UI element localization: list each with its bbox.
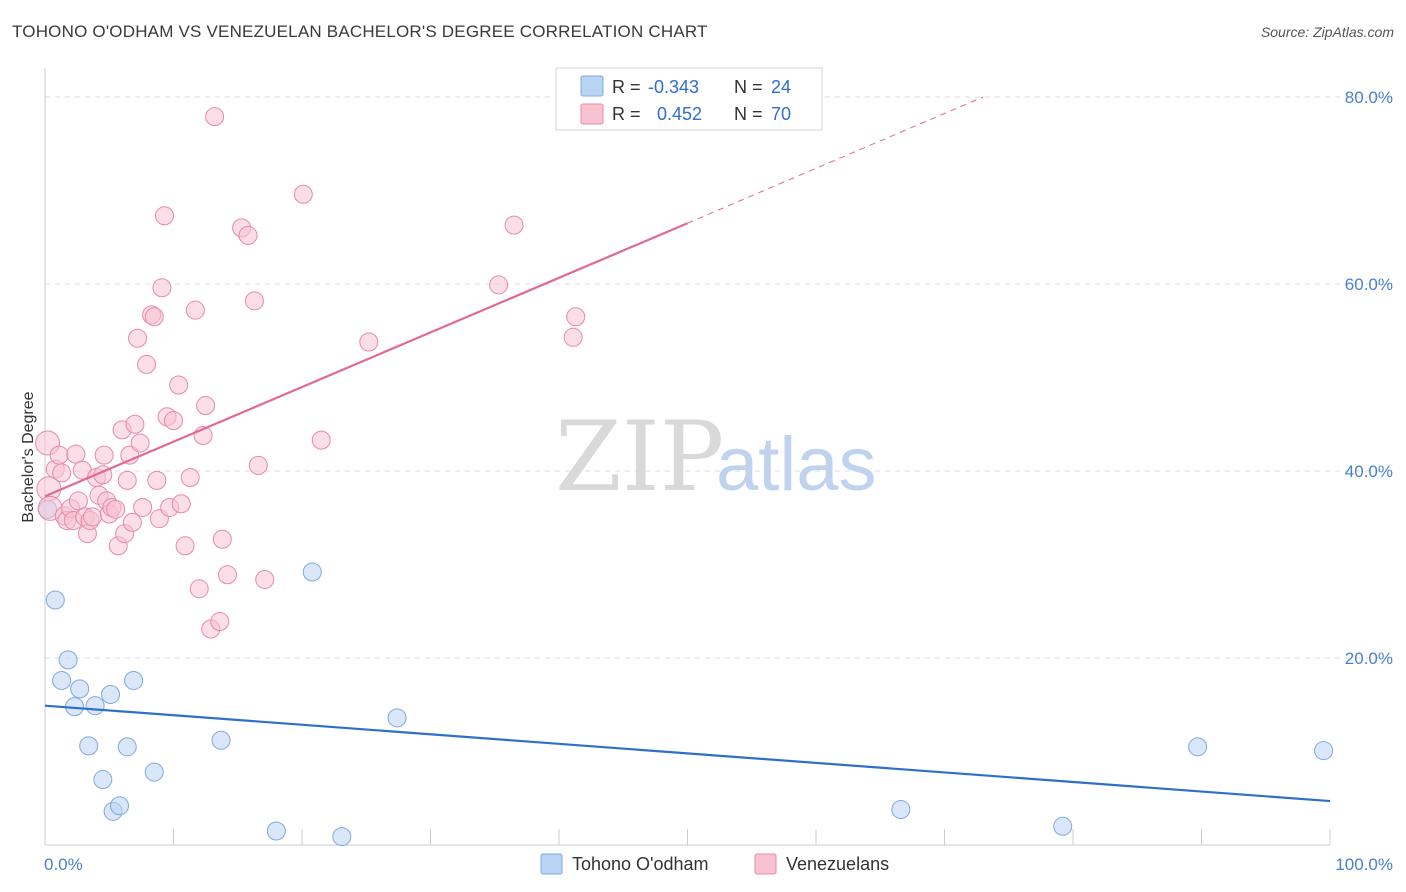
stats-pink-r-label: R =: [612, 104, 641, 124]
blue-data-point: [387, 708, 407, 728]
pink-data-point: [244, 291, 264, 311]
pink-data-point: [293, 184, 313, 204]
stats-pink-n-value: 70: [771, 104, 791, 124]
x-tick-min: 0.0%: [44, 855, 83, 874]
y-tick-label: 80.0%: [1345, 88, 1393, 107]
blue-data-point: [1188, 737, 1208, 757]
pink-data-point: [137, 354, 157, 374]
x-tick-max: 100.0%: [1335, 855, 1393, 874]
blue-data-point: [302, 562, 322, 582]
pink-data-point: [164, 411, 183, 431]
y-tick-labels: 20.0% 40.0% 60.0% 80.0%: [1345, 88, 1393, 668]
blue-trend-line: [44, 704, 1331, 803]
legend-blue-swatch: [540, 853, 563, 875]
blue-data-point: [332, 827, 352, 847]
watermark-zip: ZIP: [555, 401, 724, 513]
pink-trend-extension: [687, 96, 984, 224]
pink-trend-line: [44, 222, 688, 498]
blue-data-point: [891, 799, 911, 819]
pink-data-point: [94, 445, 114, 465]
pink-data-point: [489, 275, 509, 295]
trend-lines: [44, 96, 1331, 803]
stats-blue-r-value: -0.343: [648, 77, 699, 97]
legend-pink-swatch: [754, 853, 777, 875]
stats-pink-r-value: 0.452: [657, 104, 702, 124]
pink-data-point: [255, 569, 275, 589]
pink-data-point: [147, 470, 167, 490]
pink-data-point: [189, 579, 209, 599]
axes: [44, 68, 1331, 846]
blue-data-point: [58, 650, 78, 670]
pink-data-point: [125, 414, 145, 434]
pink-data-point: [68, 491, 88, 511]
stats-blue-swatch: [580, 75, 604, 97]
stats-blue-n-value: 24: [771, 77, 791, 97]
pink-data-point: [106, 499, 126, 519]
pink-data-point: [205, 107, 225, 127]
pink-data-point: [66, 444, 86, 464]
blue-data-point: [110, 796, 130, 816]
pink-data-point: [117, 470, 137, 490]
pink-data-point: [128, 328, 148, 348]
pink-data-point: [120, 445, 140, 465]
pink-data-point: [566, 307, 586, 327]
pink-data-point: [133, 497, 153, 517]
chart-title: TOHONO O'ODHAM VS VENEZUELAN BACHELOR'S …: [12, 22, 708, 41]
grid-lines: [45, 96, 1393, 659]
blue-data-point: [79, 736, 99, 756]
pink-data-point: [238, 225, 258, 245]
pink-data-point: [152, 278, 172, 298]
pink-data-point: [49, 445, 69, 465]
chart-source: Source: ZipAtlas.com: [1260, 24, 1394, 40]
blue-data-point: [101, 684, 121, 704]
blue-data-point: [144, 762, 164, 782]
pink-data-point: [83, 507, 103, 527]
blue-data-point: [85, 696, 105, 716]
blue-data-point: [93, 770, 113, 790]
pink-data-point: [217, 565, 237, 585]
watermark-atlas: atlas: [716, 422, 877, 507]
blue-data-point: [45, 590, 65, 610]
pink-data-point: [175, 536, 195, 556]
pink-data-point: [563, 327, 583, 347]
pink-data-point: [504, 215, 524, 235]
pink-data-point: [212, 529, 232, 549]
y-tick-label: 40.0%: [1345, 462, 1393, 481]
stats-blue-n-label: N =: [734, 77, 763, 97]
pink-data-point: [130, 433, 150, 453]
pink-data-point: [171, 494, 191, 514]
pink-data-point: [52, 463, 72, 483]
stats-pink-swatch: [580, 103, 604, 125]
pink-data-point: [185, 300, 205, 320]
stats-pink-n-label: N =: [734, 104, 763, 124]
pink-data-point: [359, 332, 379, 352]
legend: Tohono O'odham Venezuelans: [540, 853, 889, 875]
pink-data-point: [169, 375, 189, 395]
blue-data-point: [124, 670, 144, 690]
blue-data-point: [211, 730, 231, 750]
blue-data-point: [52, 670, 72, 690]
blue-data-point: [70, 679, 90, 699]
pink-data-point: [122, 512, 142, 532]
pink-data-point: [210, 612, 230, 632]
blue-data-point: [1053, 816, 1073, 836]
pink-data-point: [311, 430, 331, 450]
legend-blue-label: Tohono O'odham: [572, 854, 709, 874]
stats-box: R = -0.343 N = 24 R = 0.452 N = 70: [555, 67, 823, 131]
blue-data-point: [1314, 741, 1334, 761]
y-tick-label: 20.0%: [1345, 649, 1393, 668]
stats-blue-r-label: R =: [612, 77, 641, 97]
pink-data-point: [180, 468, 200, 488]
pink-data-point: [144, 307, 164, 327]
blue-data-point: [117, 737, 137, 757]
data-points: [35, 107, 1334, 847]
blue-data-point: [266, 821, 286, 841]
pink-data-point: [196, 396, 216, 416]
legend-pink-label: Venezuelans: [786, 854, 889, 874]
pink-data-point: [248, 455, 268, 475]
y-axis-label: Bachelor's Degree: [20, 391, 37, 522]
y-tick-label: 60.0%: [1345, 275, 1393, 294]
pink-data-point: [155, 206, 175, 226]
